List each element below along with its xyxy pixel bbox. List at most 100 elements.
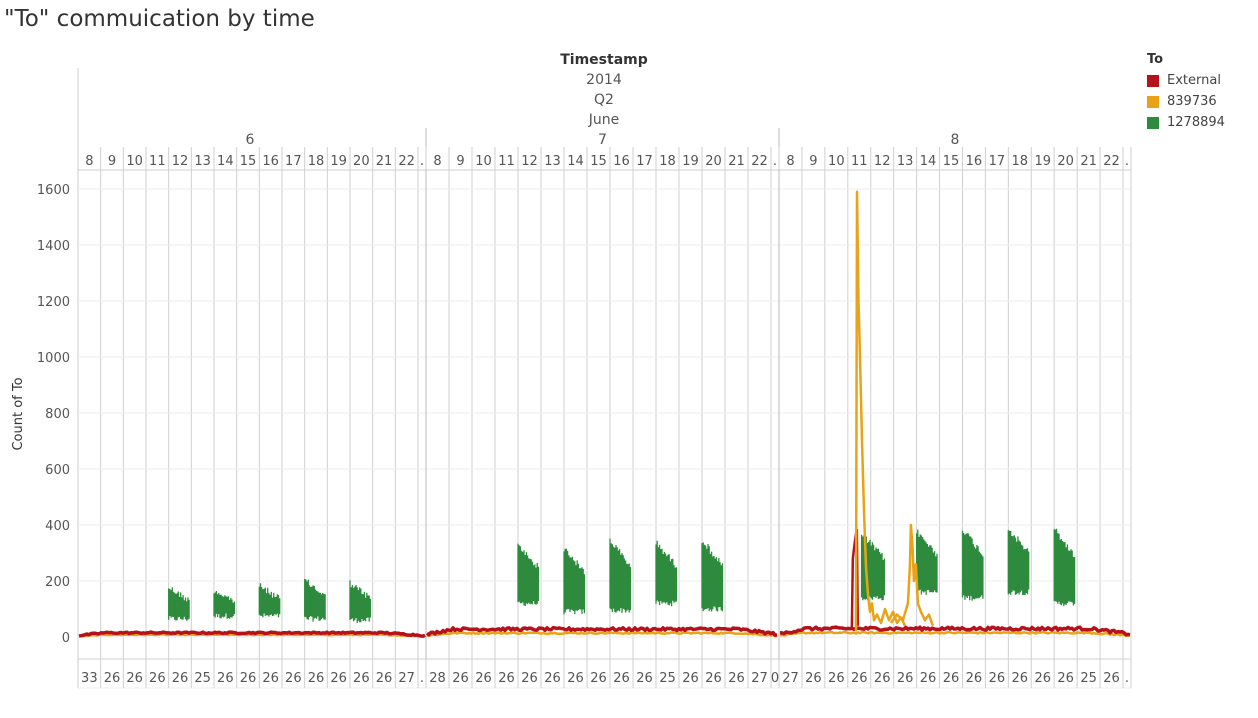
hour-tick-label: 20 <box>1057 154 1074 169</box>
minute-tick-label: 26 <box>989 671 1006 686</box>
minute-tick-label: . <box>420 671 424 686</box>
hour-tick-label: . <box>420 154 424 169</box>
minute-tick-label: 26 <box>330 671 347 686</box>
hour-tick-label: 9 <box>456 154 464 169</box>
minute-tick-label: 26 <box>240 671 257 686</box>
y-tick-label: 1000 <box>37 351 70 366</box>
series-839736-peak <box>889 523 935 627</box>
hour-tick-label: 13 <box>897 154 914 169</box>
minute-tick-label: 26 <box>705 671 722 686</box>
minute-tick-label: 26 <box>376 671 393 686</box>
legend-item-external[interactable]: External <box>1147 70 1225 91</box>
hour-tick-label: 8 <box>433 154 441 169</box>
minute-tick-label: 26 <box>567 671 584 686</box>
hour-tick-label: 16 <box>262 154 279 169</box>
hour-tick-label: 10 <box>828 154 845 169</box>
minute-tick-label: 25 <box>659 671 676 686</box>
minute-tick-label: 27 <box>751 671 768 686</box>
minute-tick-label: 26 <box>682 671 699 686</box>
series-1278894-burst <box>609 538 632 613</box>
hour-tick-label: 13 <box>544 154 561 169</box>
series-1278894-burst <box>213 591 236 619</box>
series-1278894-burst <box>915 529 938 595</box>
hour-tick-label: 19 <box>682 154 699 169</box>
hour-tick-label: 18 <box>659 154 676 169</box>
minute-tick-label: 26 <box>590 671 607 686</box>
minute-tick-label: 26 <box>1012 671 1029 686</box>
series-839736-peak <box>854 190 907 632</box>
minute-tick-label: 25 <box>194 671 211 686</box>
hour-tick-label: 18 <box>1012 154 1029 169</box>
hour-tick-label: 16 <box>613 154 630 169</box>
hour-tick-label: 17 <box>285 154 302 169</box>
hour-tick-label: 22 <box>751 154 768 169</box>
series-1278894-burst <box>961 530 984 601</box>
hour-tick-label: 21 <box>728 154 745 169</box>
hour-tick-label: 20 <box>353 154 370 169</box>
minute-tick-label: 26 <box>897 671 914 686</box>
minute-tick-label: 26 <box>1057 671 1074 686</box>
minute-tick-label: 27 <box>398 671 415 686</box>
header-quarter: Q2 <box>594 92 614 108</box>
minute-tick-label: 28 <box>429 671 446 686</box>
series-1278894-burst <box>168 587 190 621</box>
hour-tick-label: 15 <box>943 154 960 169</box>
legend-swatch-839736 <box>1147 95 1159 108</box>
legend-item-1278894[interactable]: 1278894 <box>1147 112 1225 133</box>
y-tick-label: 800 <box>45 407 70 422</box>
y-tick-label: 1600 <box>37 183 70 198</box>
series-1278894-burst <box>349 580 372 623</box>
y-tick-label: 1200 <box>37 295 70 310</box>
minute-tick-label: 26 <box>285 671 302 686</box>
series-1278894-burst <box>563 548 586 615</box>
hour-tick-label: . <box>773 154 777 169</box>
legend-label-839736: 839736 <box>1167 94 1217 109</box>
legend-label-external: External <box>1167 73 1221 88</box>
series-1278894-burst <box>655 540 678 607</box>
y-tick-label: 600 <box>45 463 70 478</box>
y-tick-label: 200 <box>45 575 70 590</box>
minute-tick-label: 26 <box>498 671 515 686</box>
series-839736-line <box>426 631 778 638</box>
grid-layer <box>77 147 1132 689</box>
minute-tick-label: 26 <box>613 671 630 686</box>
hour-tick-label: 12 <box>521 154 538 169</box>
y-tick-label: 0 <box>62 631 70 646</box>
minute-tick-label: 26 <box>805 671 822 686</box>
hour-tick-label: 9 <box>108 154 116 169</box>
minute-tick-label: 26 <box>521 671 538 686</box>
hour-tick-label: . <box>1125 154 1129 169</box>
day-label: 6 <box>246 132 255 148</box>
hour-tick-label: 18 <box>308 154 325 169</box>
hour-tick-label: 11 <box>498 154 515 169</box>
series-1278894-burst <box>1007 530 1030 595</box>
hour-tick-label: 12 <box>874 154 891 169</box>
day-label: 8 <box>951 132 960 148</box>
header-field-label: Timestamp <box>560 52 648 68</box>
series-1278894-burst <box>304 579 326 622</box>
minute-tick-label: 26 <box>172 671 189 686</box>
minute-tick-label: 26 <box>308 671 325 686</box>
hour-tick-label: 17 <box>636 154 653 169</box>
hour-tick-label: 16 <box>966 154 983 169</box>
minute-tick-label: 26 <box>851 671 868 686</box>
minute-tick-label: 26 <box>104 671 121 686</box>
minute-tick-label: 0 <box>771 671 779 686</box>
series-839736-line <box>78 633 426 638</box>
y-tick-label: 400 <box>45 519 70 534</box>
minute-tick-label: 27 <box>782 671 799 686</box>
chart-title: "To" commuication by time <box>4 6 315 32</box>
legend-item-839736[interactable]: 839736 <box>1147 91 1225 112</box>
hour-tick-label: 14 <box>217 154 234 169</box>
series-839736-line <box>779 630 1131 638</box>
y-axis-title: Count of To <box>11 377 26 450</box>
hour-tick-label: 19 <box>330 154 347 169</box>
minute-footer: 33 26 26 26 26 25 26 26 26 26 26 26 26 26 27. 28 26 26 26 2… <box>81 659 1129 688</box>
minute-tick-label: 25 <box>1080 671 1097 686</box>
series-1278894-burst <box>258 583 281 618</box>
legend-swatch-external <box>1147 74 1159 87</box>
hour-tick-label: 22 <box>1103 154 1120 169</box>
minute-tick-label: 26 <box>126 671 143 686</box>
header-month: June <box>588 112 620 128</box>
